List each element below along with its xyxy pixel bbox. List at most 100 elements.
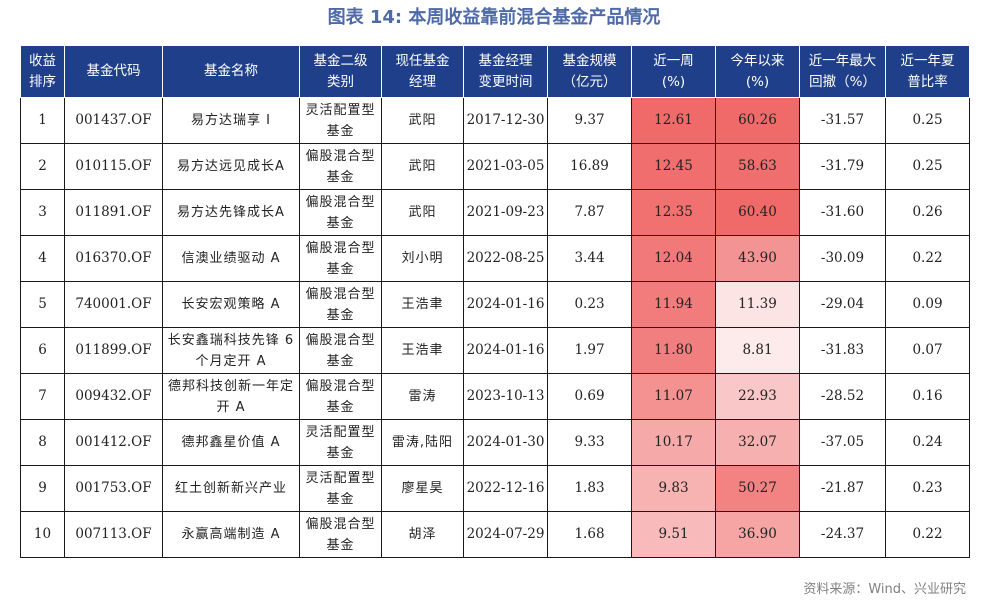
cell-week: 11.94 (631, 281, 716, 328)
table-row: 3 011891.OF 易方达先锋成长A 偏股混合型基金 武阳 2021-09-23 7.8… (20, 189, 970, 236)
cell-max-drawdown: -21.87 (799, 465, 886, 512)
chart-title: 图表 14: 本周收益靠前混合基金产品情况 (327, 7, 661, 28)
cell-code: 011891.OF (64, 189, 163, 236)
header-max-drawdown: 近一年最大 回撤（%） (799, 45, 886, 98)
cell-week: 12.35 (631, 189, 716, 236)
cell-rank: 4 (20, 235, 65, 282)
cell-size: 1.97 (547, 327, 632, 374)
cell-ytd: 60.40 (715, 189, 800, 236)
cell-change-date: 2022-08-25 (463, 235, 548, 282)
cell-max-drawdown: -31.83 (799, 327, 886, 374)
cell-size: 1.68 (547, 511, 632, 558)
cell-max-drawdown: -28.52 (799, 373, 886, 420)
cell-name: 易方达先锋成长A (162, 189, 300, 236)
cell-change-date: 2024-01-16 (463, 281, 548, 328)
cell-size: 7.87 (547, 189, 632, 236)
cell-name: 红土创新新兴产业 (162, 465, 300, 512)
cell-size: 16.89 (547, 143, 632, 190)
cell-sharpe: 0.09 (885, 281, 970, 328)
cell-category: 灵活配置型基金 (299, 419, 382, 466)
cell-rank: 2 (20, 143, 65, 190)
fund-table: 收益 排序 基金代码 基金名称 基金二级 类别 现任基金 经理 基金经理 变更时间 基金… (20, 45, 970, 558)
cell-size: 3.44 (547, 235, 632, 282)
cell-category: 偏股混合型基金 (299, 235, 382, 282)
cell-category: 灵活配置型基金 (299, 97, 382, 144)
table-row: 7 009432.OF 德邦科技创新一年定开 A 偏股混合型基金 雷涛 2023-10-1… (20, 373, 970, 420)
cell-manager: 武阳 (381, 143, 464, 190)
table-row: 10 007113.OF 永赢高端制造 A 偏股混合型基金 胡泽 2024-07-29 1.… (20, 511, 970, 558)
cell-sharpe: 0.25 (885, 143, 970, 190)
cell-name: 德邦科技创新一年定开 A (162, 373, 300, 420)
source-note: 资料来源：Wind、兴业研究 (803, 582, 966, 597)
cell-name: 长安宏观策略 A (162, 281, 300, 328)
cell-category: 偏股混合型基金 (299, 511, 382, 558)
header-rank: 收益 排序 (20, 45, 65, 98)
header-code: 基金代码 (64, 45, 163, 98)
header-category: 基金二级 类别 (299, 45, 382, 98)
cell-category: 偏股混合型基金 (299, 281, 382, 328)
cell-manager: 胡泽 (381, 511, 464, 558)
cell-max-drawdown: -29.04 (799, 281, 886, 328)
cell-code: 740001.OF (64, 281, 163, 328)
cell-code: 016370.OF (64, 235, 163, 282)
cell-change-date: 2017-12-30 (463, 97, 548, 144)
cell-category: 偏股混合型基金 (299, 189, 382, 236)
cell-manager: 王浩聿 (381, 281, 464, 328)
cell-code: 009432.OF (64, 373, 163, 420)
cell-category: 灵活配置型基金 (299, 465, 382, 512)
table-row: 4 016370.OF 信澳业绩驱动 A 偏股混合型基金 刘小明 2022-08-25 3.… (20, 235, 970, 282)
cell-rank: 10 (20, 511, 65, 558)
cell-max-drawdown: -30.09 (799, 235, 886, 282)
cell-ytd: 50.27 (715, 465, 800, 512)
table-row: 1 001437.OF 易方达瑞享 I 灵活配置型基金 武阳 2017-12-30 9.37… (20, 97, 970, 144)
cell-week: 12.04 (631, 235, 716, 282)
header-sharpe: 近一年夏 普比率 (885, 45, 970, 98)
cell-week: 9.83 (631, 465, 716, 512)
cell-code: 007113.OF (64, 511, 163, 558)
cell-name: 易方达远见成长A (162, 143, 300, 190)
cell-name: 永赢高端制造 A (162, 511, 300, 558)
cell-name: 德邦鑫星价值 A (162, 419, 300, 466)
cell-rank: 5 (20, 281, 65, 328)
cell-size: 0.69 (547, 373, 632, 420)
cell-manager: 刘小明 (381, 235, 464, 282)
cell-week: 11.07 (631, 373, 716, 420)
cell-change-date: 2021-09-23 (463, 189, 548, 236)
cell-code: 001412.OF (64, 419, 163, 466)
cell-rank: 6 (20, 327, 65, 374)
table-row: 6 011899.OF 长安鑫瑞科技先锋 6 个月定开 A 偏股混合型基金 王浩聿 202… (20, 327, 970, 374)
cell-change-date: 2021-03-05 (463, 143, 548, 190)
header-ytd: 今年以来 (%) (715, 45, 800, 98)
cell-rank: 7 (20, 373, 65, 420)
cell-category: 偏股混合型基金 (299, 327, 382, 374)
cell-ytd: 43.90 (715, 235, 800, 282)
cell-ytd: 22.93 (715, 373, 800, 420)
header-week: 近一周 (%) (631, 45, 716, 98)
cell-sharpe: 0.16 (885, 373, 970, 420)
cell-size: 0.23 (547, 281, 632, 328)
table-row: 8 001412.OF 德邦鑫星价值 A 灵活配置型基金 雷涛,陆阳 2024-01-30… (20, 419, 970, 466)
table-row: 5 740001.OF 长安宏观策略 A 偏股混合型基金 王浩聿 2024-01-16 0.… (20, 281, 970, 328)
cell-week: 9.51 (631, 511, 716, 558)
cell-manager: 武阳 (381, 189, 464, 236)
header-size: 基金规模 （亿元） (547, 45, 632, 98)
cell-category: 偏股混合型基金 (299, 143, 382, 190)
cell-manager: 廖星昊 (381, 465, 464, 512)
cell-ytd: 36.90 (715, 511, 800, 558)
cell-change-date: 2024-07-29 (463, 511, 548, 558)
cell-code: 010115.OF (64, 143, 163, 190)
cell-size: 1.83 (547, 465, 632, 512)
cell-code: 011899.OF (64, 327, 163, 374)
cell-manager: 雷涛 (381, 373, 464, 420)
cell-week: 12.45 (631, 143, 716, 190)
cell-size: 9.33 (547, 419, 632, 466)
cell-sharpe: 0.25 (885, 97, 970, 144)
cell-ytd: 11.39 (715, 281, 800, 328)
cell-change-date: 2024-01-16 (463, 327, 548, 374)
cell-sharpe: 0.22 (885, 511, 970, 558)
cell-sharpe: 0.07 (885, 327, 970, 374)
header-change-date: 基金经理 变更时间 (463, 45, 548, 98)
header-manager: 现任基金 经理 (381, 45, 464, 98)
cell-max-drawdown: -31.79 (799, 143, 886, 190)
cell-rank: 3 (20, 189, 65, 236)
